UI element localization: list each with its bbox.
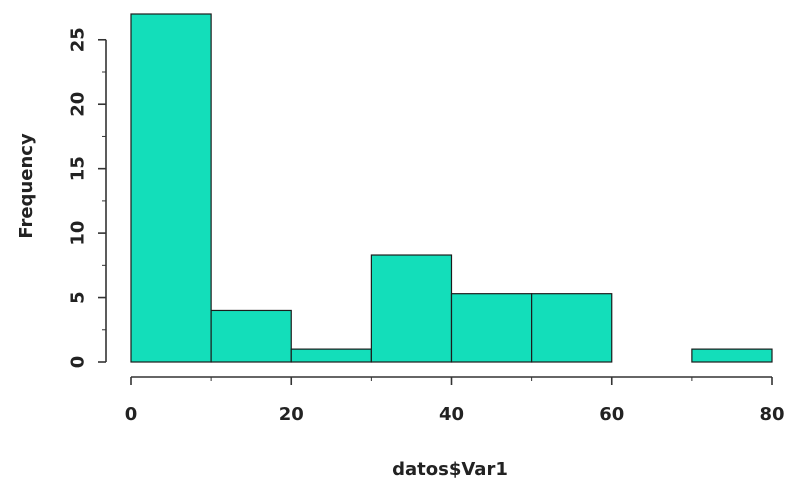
x-tick-label: 80: [759, 404, 784, 425]
x-tick-label: 40: [439, 404, 464, 425]
x-axis-title: datos$Var1: [392, 459, 508, 480]
histogram-bar: [531, 293, 613, 363]
bars-layer: [130, 13, 773, 363]
histogram-bar: [450, 293, 533, 363]
y-tick-label: 0: [68, 356, 89, 369]
y-tick-label: 10: [68, 221, 89, 246]
x-tick-label: 20: [279, 404, 304, 425]
histogram-bar: [290, 348, 372, 363]
histogram-bar: [691, 348, 773, 363]
histogram-bar: [370, 254, 453, 363]
y-axis-title: Frequency: [16, 133, 37, 239]
y-axis: 0 5 10 15 20 25: [68, 27, 107, 368]
y-tick-label: 20: [68, 92, 89, 117]
y-tick-label: 5: [68, 291, 89, 304]
x-tick-label: 60: [599, 404, 624, 425]
histogram-bar: [210, 309, 292, 363]
y-tick-label: 15: [68, 156, 89, 181]
x-axis: 0 20 40 60 80: [125, 376, 785, 425]
histogram-bar: [130, 13, 212, 363]
y-tick-label: 25: [68, 27, 89, 52]
x-tick-label: 0: [125, 404, 138, 425]
